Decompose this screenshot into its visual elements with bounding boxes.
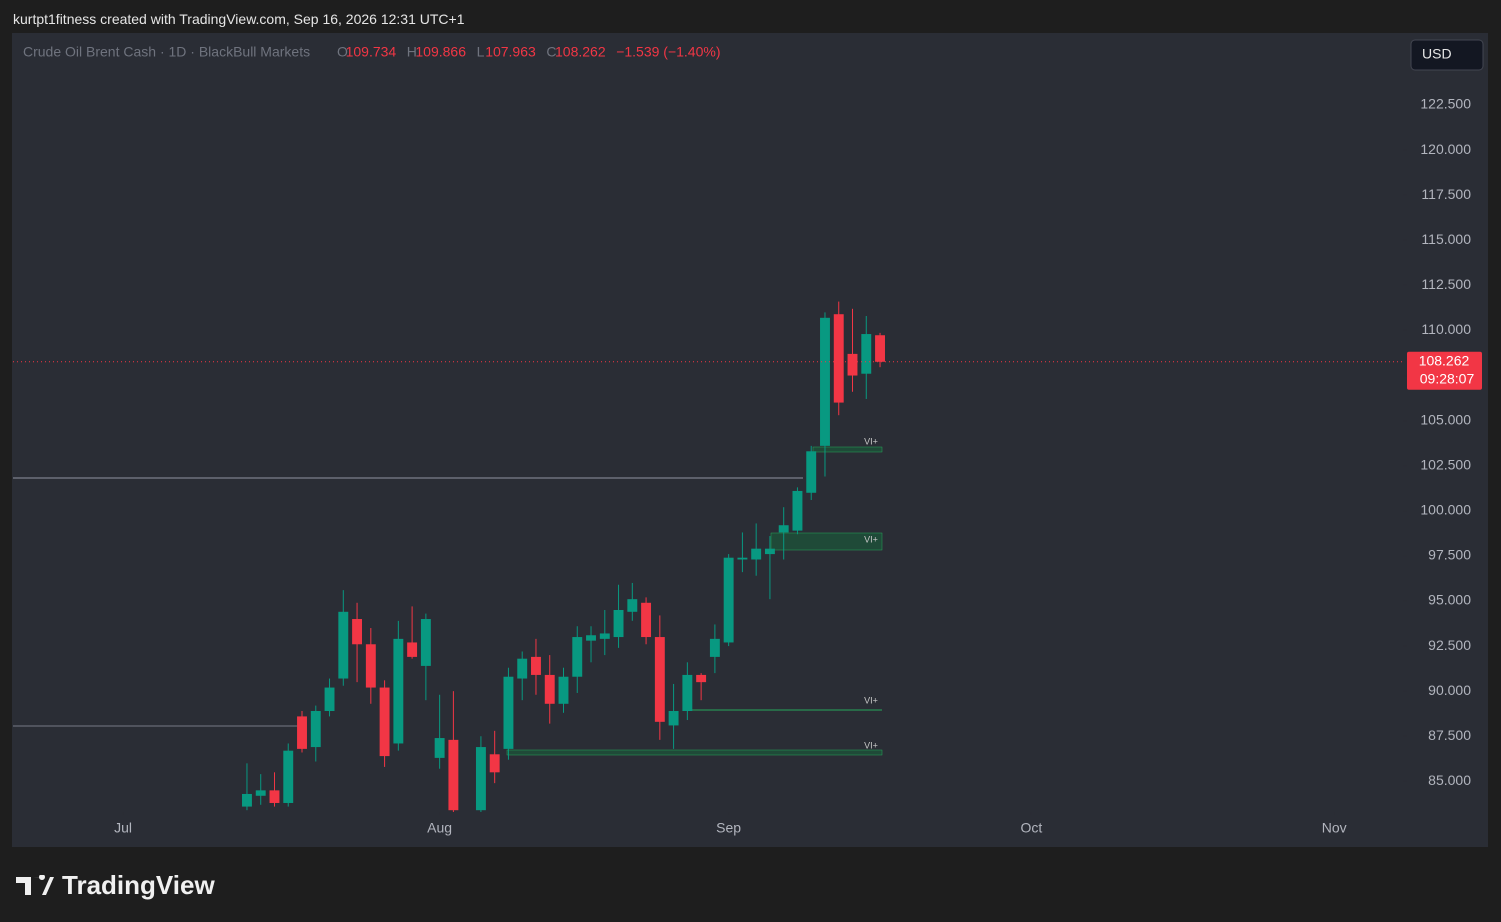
candle-body [324,687,335,711]
candle-body [242,793,252,807]
candle-body [544,674,555,704]
y-tick-label: 105.000 [1420,411,1471,427]
x-tick-label: Aug [427,820,452,836]
candle-body [475,747,486,811]
x-tick-label: Oct [1021,820,1043,836]
candle-body [709,638,720,657]
zone [506,749,883,756]
candle-body [517,658,528,679]
candle-body [847,353,858,376]
chart-title: Crude Oil Brent Cash · 1D · BlackBull Ma… [23,44,310,60]
candle-body [696,674,707,683]
y-tick-label: 117.500 [1421,186,1471,202]
candle-body [654,637,665,722]
zone [812,446,883,453]
candle-body [764,548,775,555]
y-tick-label: 100.000 [1420,502,1471,518]
candle-body [737,557,748,560]
y-tick-label: 112.500 [1421,276,1471,292]
x-tick-label: Nov [1322,820,1347,836]
candle-body [806,451,817,493]
candle-body [586,635,596,641]
candle-body [531,656,541,675]
candle-body [365,644,376,688]
chart-pane [12,33,1488,847]
candle-body [297,716,307,749]
candle-body [627,599,638,612]
y-tick-label: 85.000 [1428,772,1471,788]
candle-body [833,314,844,403]
brand-name: TradingView [62,870,215,900]
ohlc-key: O [337,44,348,60]
last-price-box [1407,351,1482,390]
candle-body [820,317,830,446]
y-tick-label: 115.000 [1421,231,1471,247]
candle-body [641,602,652,638]
candle-body [778,525,789,533]
last-price-label: 108.262 [1419,352,1470,368]
candle-body [861,334,872,374]
zone-label: VI+ [864,695,878,705]
attribution: kurtpt1fitness created with TradingView.… [13,11,465,27]
y-tick-label: 102.500 [1420,456,1471,472]
candle-body [489,754,500,773]
change: −1.539 (−1.40%) [616,44,720,60]
candle-body [352,619,363,645]
candle-body [255,790,266,796]
candle-body [613,609,624,638]
y-tick-label: 110.000 [1421,321,1471,337]
ohlc-key: C [546,44,556,60]
y-tick-label: 120.000 [1420,141,1471,157]
zone-label: VI+ [864,436,878,446]
ohlc-value: 108.262 [555,44,606,60]
ohlc-value: 109.734 [346,44,397,60]
y-tick-label: 92.500 [1428,637,1471,653]
currency[interactable]: USD [1422,46,1452,62]
candle-body [379,687,390,757]
y-tick-label: 95.000 [1428,592,1471,608]
zone-label: VI+ [864,534,878,544]
candle-body [572,637,583,677]
y-tick-label: 122.500 [1420,96,1471,112]
candle-body [723,557,734,643]
ohlc-value: 109.866 [415,44,466,60]
ohlc-key: L [477,44,485,60]
y-tick-label: 97.500 [1428,547,1471,563]
brand-logo [16,874,54,895]
candle-body [283,750,294,803]
candle-body [668,710,679,726]
candle-body [682,674,693,711]
ohlc-key: H [407,44,417,60]
currency-button[interactable] [1410,39,1484,71]
candle-body [338,611,349,679]
zone [770,532,883,551]
candle-body [875,335,885,362]
brand: TradingView [16,870,215,901]
x-tick-label: Jul [114,820,132,836]
candle-body [792,490,803,531]
candle-body [751,548,762,560]
candle-body [434,738,445,758]
candle-body [407,642,418,657]
candle-body [269,790,280,803]
candle-body [310,710,321,748]
y-tick-label: 90.000 [1428,682,1471,698]
y-tick-label: 87.500 [1428,727,1471,743]
ohlc-value: 107.963 [485,44,536,60]
countdown: 09:28:07 [1420,370,1475,386]
candle-body [599,633,610,639]
candle-body [448,739,459,811]
candle-body [503,676,514,749]
candle-body [558,676,569,704]
x-tick-label: Sep [716,820,741,836]
candle-body [393,638,404,744]
zone-label: VI+ [864,740,878,750]
candle-body [420,619,431,666]
